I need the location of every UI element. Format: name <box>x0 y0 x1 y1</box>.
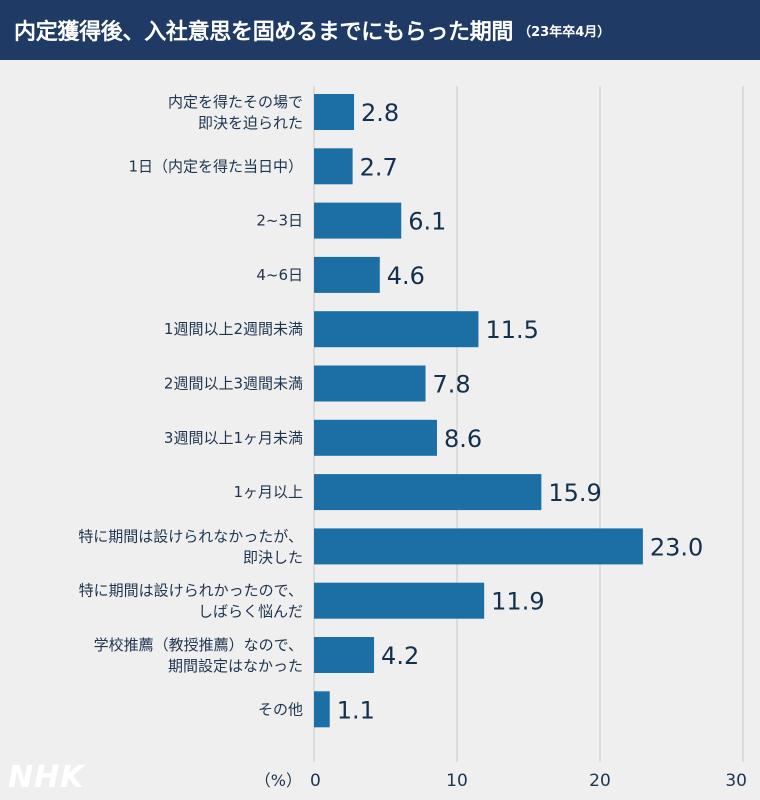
category-label: 内定を得たその場で即決を迫られた <box>168 93 303 132</box>
category-label-line: 3週間以上1ヶ月未満 <box>164 429 303 447</box>
category-label-line: 2週間以上3週間未満 <box>164 375 303 393</box>
category-label: 1週間以上2週間未満 <box>164 320 303 338</box>
chart-title: 内定獲得後、入社意思を固めるまでにもらった期間 <box>14 20 514 45</box>
category-labels: 内定を得たその場で即決を迫られた 1日（内定を得た当日中） 2~3日 4~6日 1週間以… <box>78 93 303 718</box>
category-label-line: 特に期間は設けられなかったが、 <box>78 527 303 545</box>
value-label: 7.8 <box>433 371 471 399</box>
value-labels: 2.8 2.7 6.1 4.6 11.5 7.8 8.6 15.9 23.0 11.9 4.21.1 <box>337 99 704 724</box>
category-label-line: 期間設定はなかった <box>168 657 303 675</box>
x-tick-label: 0 <box>310 771 321 791</box>
value-label: 11.9 <box>491 588 544 616</box>
bars <box>314 94 643 728</box>
value-label: 4.2 <box>381 642 419 670</box>
value-label: 11.5 <box>485 316 538 344</box>
value-label: 4.6 <box>387 262 425 290</box>
category-label: 1ヶ月以上 <box>233 483 303 501</box>
bar <box>314 202 402 239</box>
category-label: 学校推薦（教授推薦）なので、期間設定はなかった <box>94 636 303 675</box>
category-label: その他 <box>258 700 303 718</box>
category-label-line: 特に期間は設けられかったので、 <box>79 582 303 600</box>
category-label: 3週間以上1ヶ月未満 <box>164 429 303 447</box>
category-label: 特に期間は設けられかったので、しばらく悩んだ <box>79 582 303 621</box>
bar <box>314 148 353 185</box>
category-label-line: 4~6日 <box>256 266 303 284</box>
bar <box>314 474 542 511</box>
chart-subtitle: （23年卒4月） <box>518 24 611 40</box>
value-label: 15.9 <box>548 479 601 507</box>
bar <box>314 94 355 130</box>
value-label: 23.0 <box>650 533 703 561</box>
category-label-line: 1ヶ月以上 <box>233 483 303 501</box>
value-label: 2.8 <box>361 99 399 127</box>
bar <box>314 582 485 619</box>
category-label-line: しばらく悩んだ <box>198 603 303 621</box>
category-label-line: 1日（内定を得た当日中） <box>128 157 303 175</box>
category-label-line: 内定を得たその場で <box>168 93 303 111</box>
bar <box>314 365 426 402</box>
x-axis: 0 10 20 30 （%） <box>255 771 747 791</box>
x-tick-label: 10 <box>446 771 468 791</box>
value-label: 1.1 <box>337 696 375 724</box>
value-label: 8.6 <box>444 425 482 453</box>
category-label: 4~6日 <box>256 266 303 284</box>
category-label-line: 学校推薦（教授推薦）なので、 <box>94 636 303 654</box>
category-label-line: 1週間以上2週間未満 <box>164 320 303 338</box>
x-tick-label: 30 <box>725 771 747 791</box>
value-label: 6.1 <box>408 208 446 236</box>
category-label-line: 即決した <box>243 548 303 566</box>
unit-label: （%） <box>255 771 302 790</box>
bar <box>314 419 437 456</box>
category-label-line: その他 <box>258 700 303 718</box>
bar <box>314 256 380 293</box>
category-label-line: 2~3日 <box>256 212 303 230</box>
value-label: 2.7 <box>360 153 398 181</box>
bar <box>314 311 479 348</box>
bar <box>314 637 375 673</box>
bar <box>314 528 643 565</box>
category-label: 1日（内定を得た当日中） <box>128 157 303 175</box>
chart-title-bar: 内定獲得後、入社意思を固めるまでにもらった期間 （23年卒4月） <box>0 0 760 60</box>
category-label-line: 即決を迫られた <box>198 114 303 132</box>
bar <box>314 691 330 728</box>
x-tick-label: 20 <box>589 771 611 791</box>
nhk-logo: NHK <box>8 760 85 795</box>
category-label: 特に期間は設けられなかったが、即決した <box>78 527 303 566</box>
category-label: 2~3日 <box>256 212 303 230</box>
category-label: 2週間以上3週間未満 <box>164 375 303 393</box>
